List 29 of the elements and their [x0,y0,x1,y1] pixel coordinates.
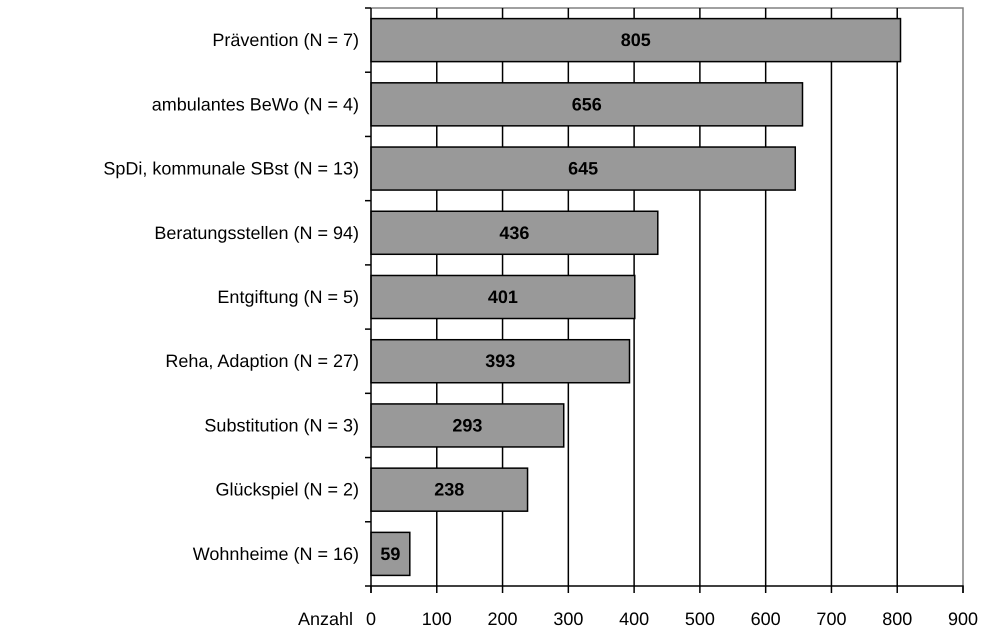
data-label: 436 [499,222,530,243]
data-label: 656 [572,94,602,114]
data-label: 293 [452,415,482,436]
x-tick-label: 500 [684,608,715,629]
data-label: 401 [488,287,518,307]
y-tick-label: SpDi, kommunale SBst (N = 13) [103,158,359,179]
data-label: 393 [485,351,516,372]
x-tick-label: 800 [882,608,912,629]
data-label: 645 [568,158,598,179]
x-tick-label: 900 [948,608,978,629]
y-tick-label: Prävention (N = 7) [212,30,359,50]
y-tick-label: Wohnheime (N = 16) [192,544,359,564]
y-tick-label: Entgiftung (N = 5) [217,287,359,307]
x-tick-label: 200 [488,608,518,629]
x-axis-title: Anzahl [298,608,353,629]
y-tick-label: Substitution (N = 3) [204,415,359,436]
x-tick-label: 600 [750,608,781,629]
x-tick-label: 0 [366,608,376,629]
x-tick-label: 100 [422,608,452,629]
x-tick-label: 700 [816,608,846,629]
data-label: 59 [380,544,400,564]
y-tick-label: Glückspiel (N = 2) [215,480,359,500]
y-tick-label: ambulantes BeWo (N = 4) [152,94,359,114]
x-tick-label: 400 [619,608,650,629]
data-label: 238 [434,480,464,500]
y-tick-label: Reha, Adaption (N = 27) [165,351,359,372]
y-tick-label: Beratungsstellen (N = 94) [154,222,359,243]
x-tick-label: 300 [553,608,584,629]
data-label: 805 [620,30,651,50]
